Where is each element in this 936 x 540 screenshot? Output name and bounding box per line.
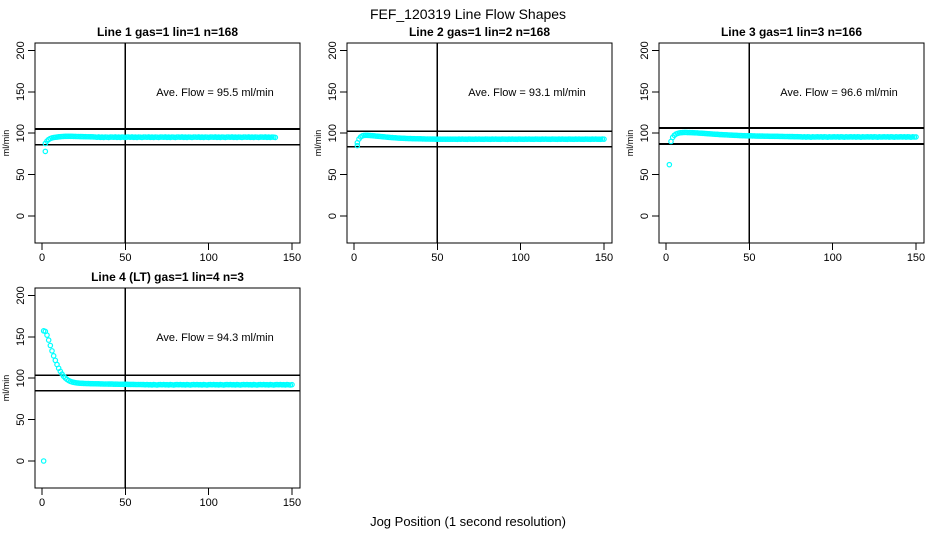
data-points bbox=[40, 328, 295, 464]
x-tick-label: 100 bbox=[823, 252, 841, 264]
subplot-line3: Line 3 gas=1 lin=3 n=166 0 50 100 150 0 50 100 1… bbox=[624, 0, 936, 270]
x-tick-label: 150 bbox=[283, 497, 301, 509]
x-tick-label: 150 bbox=[283, 252, 301, 264]
plot-box bbox=[34, 287, 301, 489]
y-tick-label: 200 bbox=[327, 41, 339, 59]
y-tick-label: 50 bbox=[15, 168, 27, 180]
y-axis-unit-label: ml/min bbox=[1, 375, 11, 402]
y-tick-label: 0 bbox=[15, 458, 27, 464]
x-tick-label: 0 bbox=[39, 497, 45, 509]
ave-flow-annotation: Ave. Flow = 96.6 ml/min bbox=[780, 87, 897, 99]
y-tick-label: 150 bbox=[15, 83, 27, 101]
ave-flow-annotation: Ave. Flow = 95.5 ml/min bbox=[156, 87, 273, 99]
x-tick-label: 50 bbox=[119, 252, 131, 264]
x-axis-label: Jog Position (1 second resolution) bbox=[370, 514, 566, 529]
flow-outlier-point bbox=[354, 142, 361, 149]
flow-point bbox=[601, 136, 607, 142]
subplot-line2: Line 2 gas=1 lin=2 n=168 0 50 100 150 0 50 100 1… bbox=[312, 0, 624, 270]
y-tick-label: 100 bbox=[15, 124, 27, 142]
x-tick-label: 0 bbox=[663, 252, 669, 264]
x-tick-label: 150 bbox=[595, 252, 613, 264]
plot-svg: Line 1 gas=1 lin=1 n=168 0 50 100 150 0 50 100 1… bbox=[1, 25, 301, 264]
main-title: FEF_120319 Line Flow Shapes bbox=[369, 6, 567, 22]
plot-svg: Line 2 gas=1 lin=2 n=168 0 50 100 150 0 50 100 1… bbox=[313, 25, 613, 264]
y-tick-label: 200 bbox=[639, 41, 651, 59]
y-tick-label: 150 bbox=[327, 83, 339, 101]
flow-point bbox=[45, 337, 52, 343]
y-axis-unit-label: ml/min bbox=[625, 130, 635, 157]
x-tick-label: 100 bbox=[199, 252, 217, 264]
y-tick-label: 0 bbox=[15, 213, 27, 219]
x-tick-label: 100 bbox=[511, 252, 529, 264]
y-tick-label: 0 bbox=[327, 213, 339, 219]
x-tick-label: 0 bbox=[351, 252, 357, 264]
plot-svg: Line 4 (LT) gas=1 lin=4 n=3 0 50 100 150 0 50 1… bbox=[1, 270, 301, 509]
data-points bbox=[42, 133, 279, 155]
flow-point bbox=[289, 381, 295, 388]
flow-point bbox=[47, 342, 54, 349]
subplot-line1: Line 1 gas=1 lin=1 n=168 0 50 100 150 0 50 100 1… bbox=[0, 0, 312, 270]
subplot-line4: Line 4 (LT) gas=1 lin=4 n=3 0 50 100 150 0 50 1… bbox=[0, 245, 312, 515]
ave-flow-annotation: Ave. Flow = 94.3 ml/min bbox=[156, 332, 273, 344]
y-tick-label: 50 bbox=[639, 168, 651, 180]
plot-title: Line 2 gas=1 lin=2 n=168 bbox=[409, 25, 550, 39]
plot-title: Line 3 gas=1 lin=3 n=166 bbox=[721, 25, 862, 39]
y-axis-unit-label: ml/min bbox=[1, 130, 11, 157]
flow-point bbox=[913, 134, 919, 140]
plot-box bbox=[34, 42, 301, 244]
flow-point bbox=[44, 332, 50, 338]
flow-outlier-point bbox=[666, 161, 673, 168]
x-tick-label: 0 bbox=[39, 252, 45, 264]
flow-point bbox=[50, 353, 57, 359]
x-tick-label: 100 bbox=[199, 497, 217, 509]
x-tick-label: 50 bbox=[743, 252, 755, 264]
ave-flow-annotation: Ave. Flow = 93.1 ml/min bbox=[468, 87, 585, 99]
plot-box bbox=[658, 42, 925, 244]
y-tick-label: 200 bbox=[15, 286, 27, 304]
y-tick-label: 150 bbox=[15, 328, 27, 346]
y-tick-label: 50 bbox=[327, 168, 339, 180]
y-tick-label: 100 bbox=[639, 124, 651, 142]
flow-outlier-point bbox=[42, 148, 49, 155]
flow-outlier-point bbox=[40, 458, 47, 464]
plot-box bbox=[346, 42, 613, 244]
flow-point bbox=[272, 134, 279, 141]
y-tick-label: 150 bbox=[639, 83, 651, 101]
y-tick-label: 200 bbox=[15, 41, 27, 59]
data-points bbox=[666, 129, 919, 168]
y-axis-unit-label: ml/min bbox=[313, 130, 323, 157]
plot-title: Line 1 gas=1 lin=1 n=168 bbox=[97, 25, 238, 39]
x-tick-label: 50 bbox=[431, 252, 443, 264]
y-tick-label: 0 bbox=[639, 213, 651, 219]
y-tick-label: 100 bbox=[15, 369, 27, 387]
x-tick-label: 50 bbox=[119, 497, 131, 509]
data-points bbox=[354, 132, 607, 149]
y-tick-label: 50 bbox=[15, 413, 27, 425]
y-tick-label: 100 bbox=[327, 124, 339, 142]
flow-point bbox=[49, 348, 55, 354]
plot-title: Line 4 (LT) gas=1 lin=4 n=3 bbox=[91, 270, 244, 284]
x-tick-label: 150 bbox=[907, 252, 925, 264]
plot-svg: Line 3 gas=1 lin=3 n=166 0 50 100 150 0 50 100 1… bbox=[625, 25, 925, 264]
